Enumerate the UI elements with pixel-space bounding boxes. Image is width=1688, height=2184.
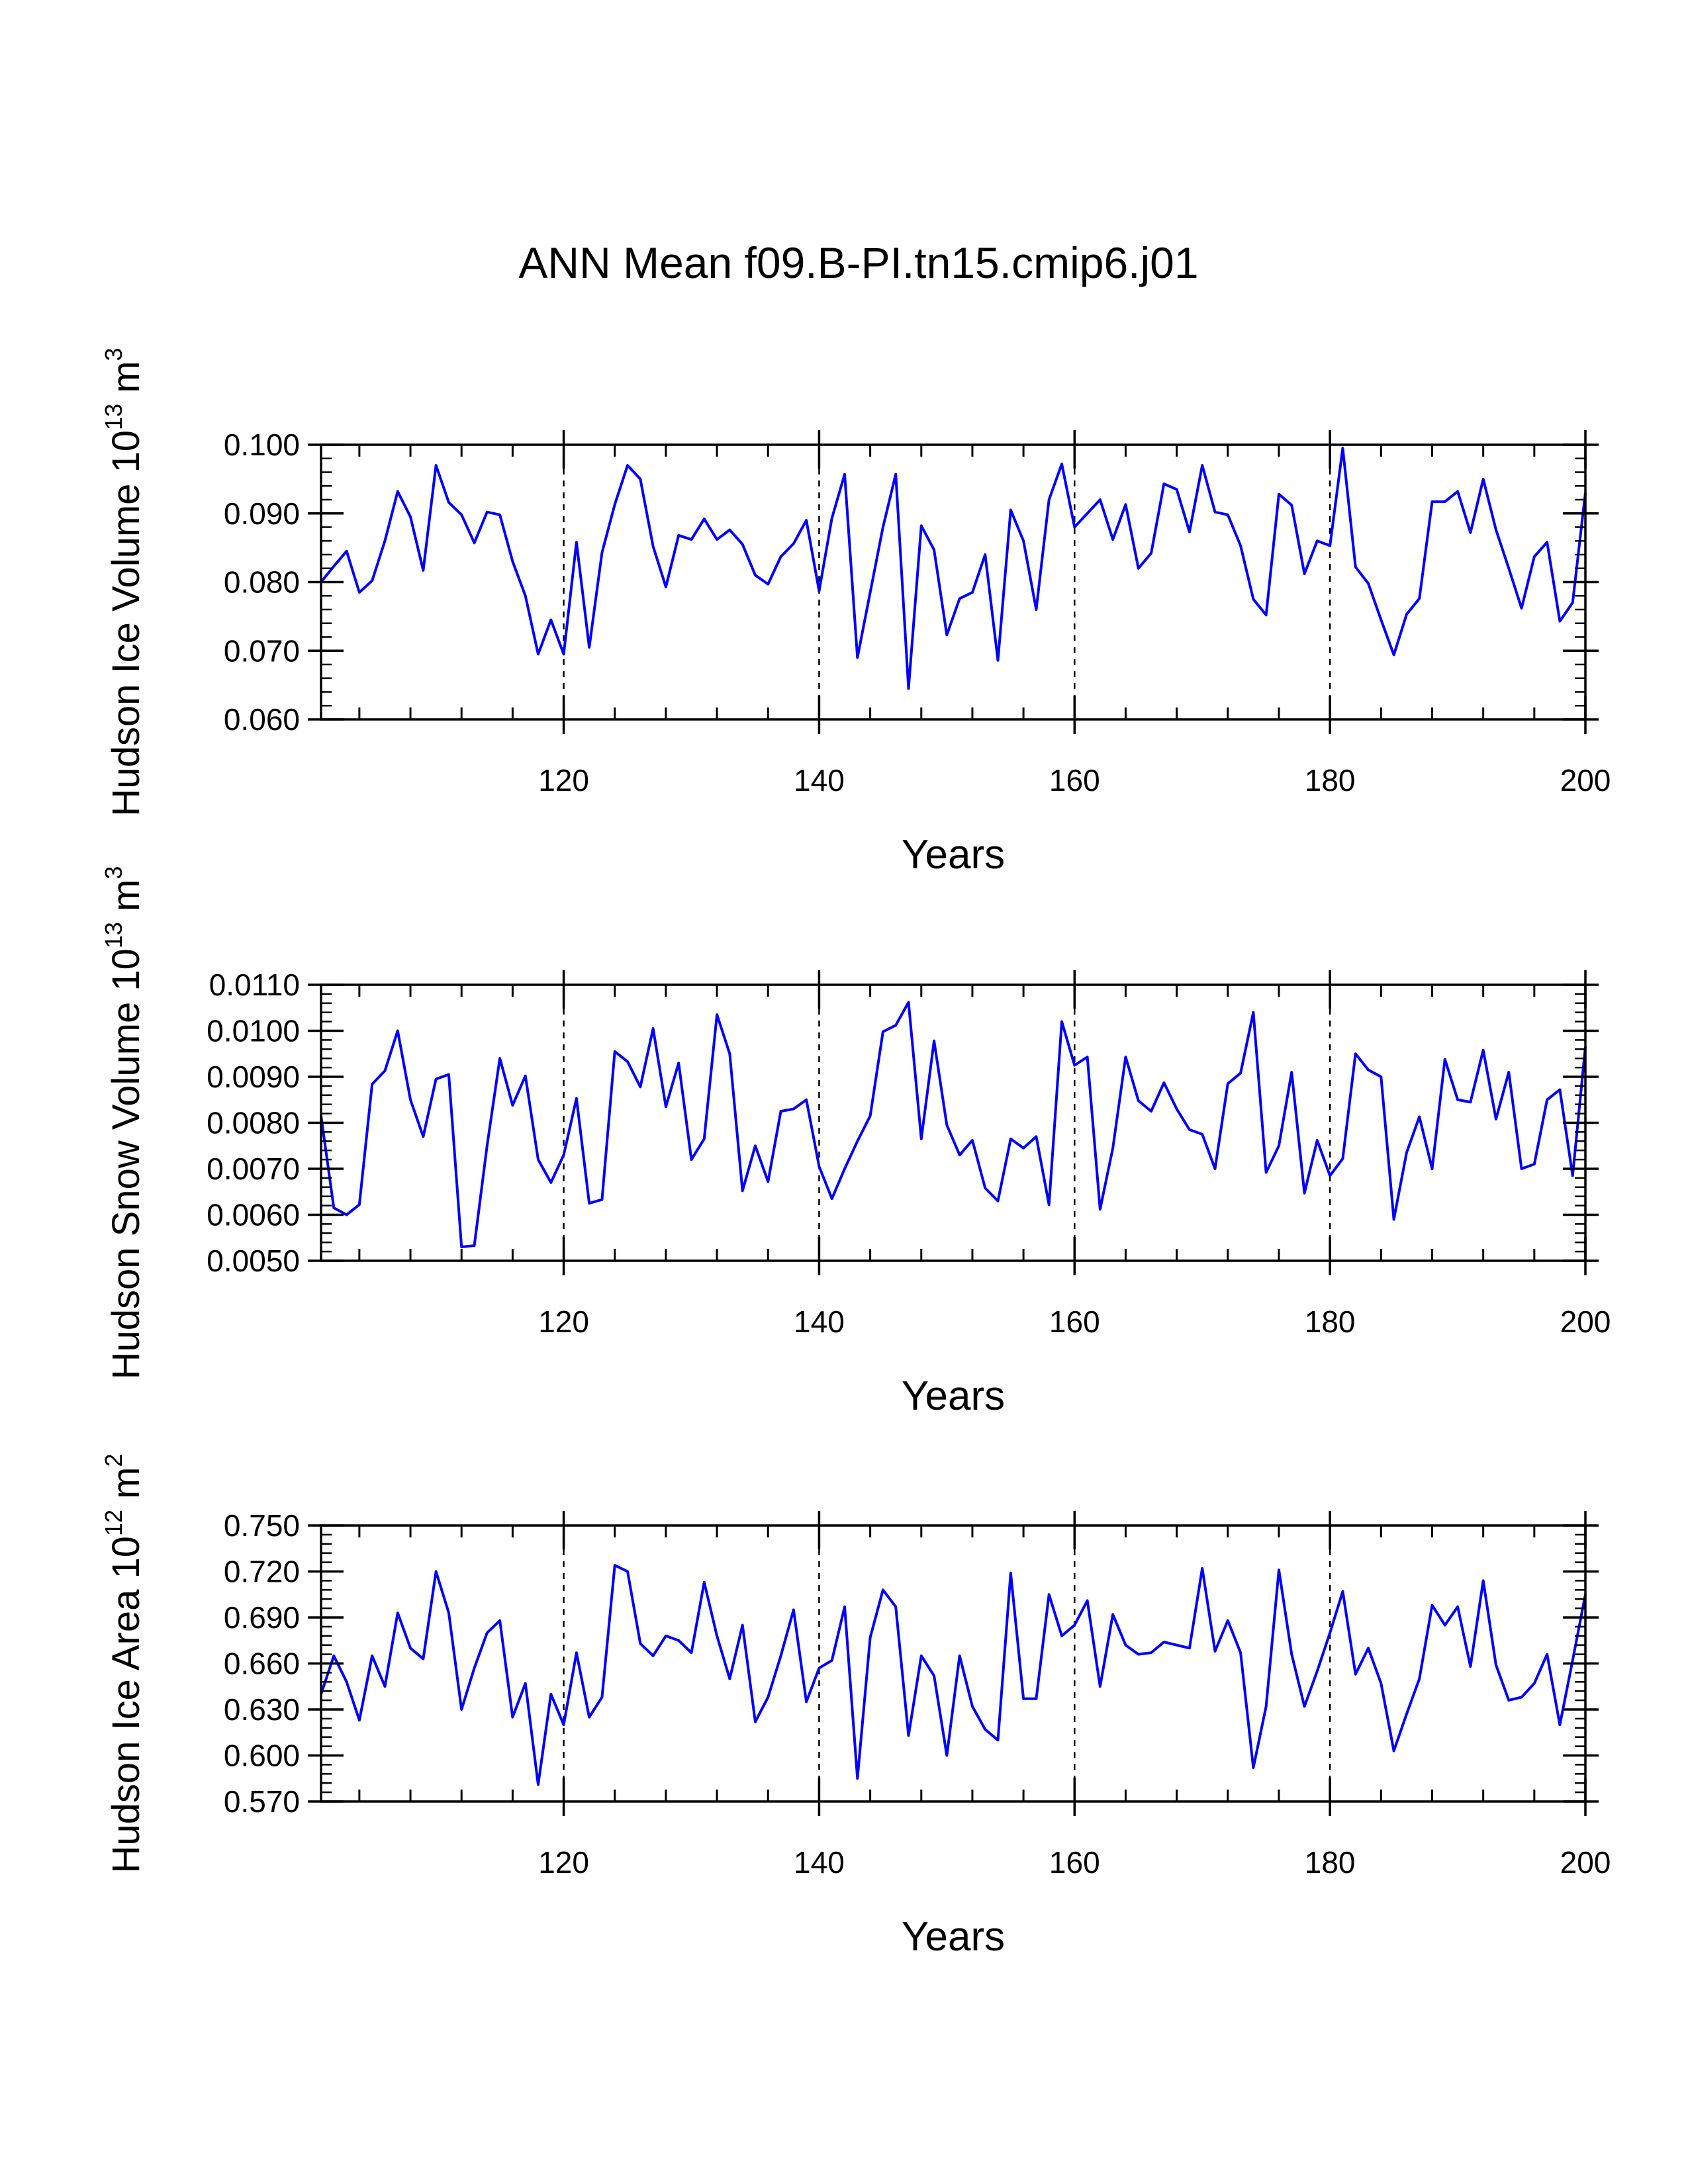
y-axis-label-text: m <box>105 1467 148 1510</box>
x-axis-label: Years <box>902 832 1005 878</box>
series-line-2-1 <box>320 1001 1587 1249</box>
x-tick-label: 180 <box>1305 1304 1356 1339</box>
y-tick-label: 0.060 <box>224 702 300 737</box>
y-tick-label: 0.630 <box>224 1692 300 1727</box>
y-axis-label-superscript: 13 <box>100 404 127 430</box>
x-tick-label: 120 <box>538 1845 589 1880</box>
x-tick-label: 120 <box>538 1304 589 1339</box>
series-line-1-1 <box>320 447 1587 690</box>
y-tick-label: 0.100 <box>224 428 300 462</box>
plot-frame <box>320 1524 1587 1803</box>
y-tick-label: 0.0060 <box>207 1198 300 1232</box>
y-axis-label-superscript: 3 <box>100 347 127 361</box>
y-tick-label: 0.0090 <box>207 1060 300 1094</box>
x-tick-label: 200 <box>1560 1304 1611 1339</box>
x-tick-label: 180 <box>1305 1845 1356 1880</box>
x-axis-label: Years <box>902 1373 1005 1419</box>
x-tick-label: 140 <box>794 1304 845 1339</box>
y-tick-label: 0.720 <box>224 1555 300 1589</box>
y-tick-label: 0.690 <box>224 1600 300 1635</box>
chart-panel-1: 120 140 160 180 200 0.060 0.070 0.080 0.090 0.100… <box>100 347 1611 878</box>
y-axis-label: Hudson Snow Volume 1013 m3 <box>100 866 148 1380</box>
y-tick-label: 0.660 <box>224 1647 300 1681</box>
x-axis-label: Years <box>902 1914 1005 1960</box>
y-axis-label: Hudson Ice Area 1012 m2 <box>100 1454 148 1874</box>
y-axis-label-text: Hudson Snow Volume 10 <box>105 948 148 1379</box>
plot-frame <box>320 443 1587 721</box>
y-tick-label: 0.070 <box>224 633 300 668</box>
chart-panel-3: 120 140 160 180 200 0.570 0.600 0.630 0.660 0.690… <box>100 1454 1611 1960</box>
x-tick-label: 200 <box>1560 763 1611 797</box>
y-axis-label-text: Hudson Ice Volume 10 <box>105 430 148 817</box>
x-tick-label: 140 <box>794 763 845 797</box>
y-axis-label: Hudson Ice Volume 1013 m3 <box>100 347 148 816</box>
x-tick-label: 180 <box>1305 763 1356 797</box>
x-tick-label: 200 <box>1560 1845 1611 1880</box>
y-tick-label: 0.750 <box>224 1508 300 1543</box>
y-axis-label-superscript: 13 <box>100 922 127 948</box>
y-axis-label-text: Hudson Ice Area 10 <box>105 1536 148 1873</box>
x-tick-label: 140 <box>794 1845 845 1880</box>
y-tick-label: 0.0070 <box>207 1152 300 1186</box>
y-tick-label: 0.080 <box>224 565 300 600</box>
figure-title: ANN Mean f09.B-PI.tn15.cmip6.j01 <box>518 238 1198 287</box>
y-axis-label-text: m <box>105 880 148 922</box>
series-line-3-1 <box>320 1564 1587 1786</box>
y-tick-label: 0.0050 <box>207 1244 300 1278</box>
x-tick-label: 160 <box>1049 1845 1100 1880</box>
panels: 120 140 160 180 200 0.060 0.070 0.080 0.090 0.100… <box>100 347 1611 1960</box>
y-tick-label: 0.090 <box>224 496 300 531</box>
x-tick-label: 160 <box>1049 1304 1100 1339</box>
y-tick-label: 0.570 <box>224 1784 300 1819</box>
y-tick-label: 0.0080 <box>207 1106 300 1140</box>
plot-frame <box>320 983 1587 1262</box>
x-tick-label: 120 <box>538 763 589 797</box>
y-axis-label-superscript: 12 <box>100 1510 127 1536</box>
y-axis-label-superscript: 3 <box>100 866 127 880</box>
y-axis-label-text: m <box>105 361 148 403</box>
x-tick-label: 160 <box>1049 763 1100 797</box>
y-tick-label: 0.0110 <box>209 968 300 1002</box>
y-axis-label-superscript: 2 <box>100 1454 127 1467</box>
y-tick-label: 0.600 <box>224 1739 300 1773</box>
y-tick-label: 0.0100 <box>207 1014 300 1048</box>
chart-panel-2: 120 140 160 180 200 0.0050 0.0060 0.0070 0.0080 0… <box>100 866 1611 1419</box>
